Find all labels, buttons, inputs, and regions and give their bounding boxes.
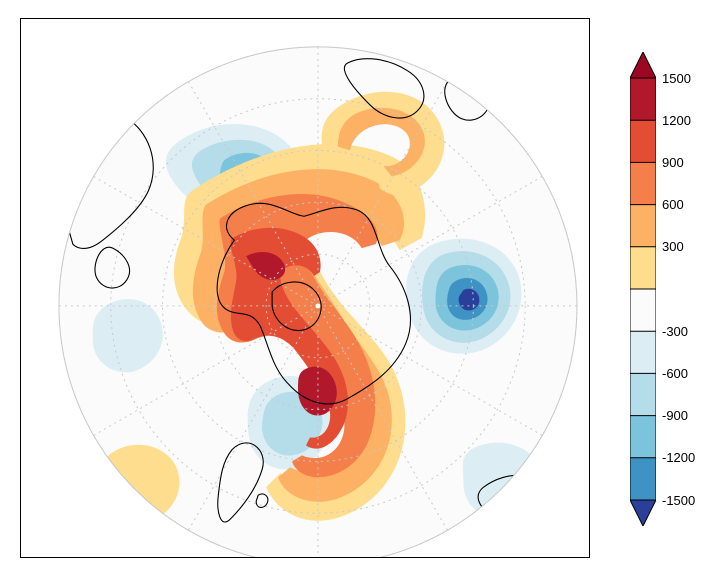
contour-blob	[463, 443, 543, 520]
colorbar-tick-label: 900	[662, 156, 684, 169]
polar-map	[21, 19, 589, 557]
pole-dot	[315, 303, 320, 308]
colorbar-swatch	[630, 162, 656, 205]
colorbar-swatch	[630, 331, 656, 374]
colorbar-tick-label: 1200	[662, 114, 691, 127]
colorbar-swatch	[630, 78, 656, 121]
colorbar-swatch	[630, 416, 656, 459]
colorbar-tick-label: -1500	[662, 494, 695, 507]
colorbar-tick-label: 600	[662, 198, 684, 211]
colorbar-tick-label: -900	[662, 409, 688, 422]
colorbar-swatch	[630, 120, 656, 163]
colorbar-swatches	[630, 52, 656, 526]
colorbar-tick-label: -1200	[662, 451, 695, 464]
figure-stage: 1500 1200 900 600 300 -300 -600 -900 -1200 -1500	[0, 0, 721, 575]
colorbar-swatch	[630, 205, 656, 248]
colorbar-swatch	[630, 247, 656, 290]
colorbar-swatch	[630, 289, 656, 332]
colorbar-arrow-bottom	[630, 500, 656, 526]
colorbar-swatch	[630, 373, 656, 416]
colorbar-tick-label: -300	[662, 325, 688, 338]
colorbar: 15001200900600300-300-600-900-1200-1500	[630, 52, 656, 526]
colorbar-tick-label: -600	[662, 367, 688, 380]
colorbar-swatch	[630, 458, 656, 501]
colorbar-tick-label: 1500	[662, 72, 691, 85]
colorbar-arrow-top	[630, 52, 656, 78]
colorbar-tick-label: 300	[662, 240, 684, 253]
map-frame	[20, 18, 590, 558]
